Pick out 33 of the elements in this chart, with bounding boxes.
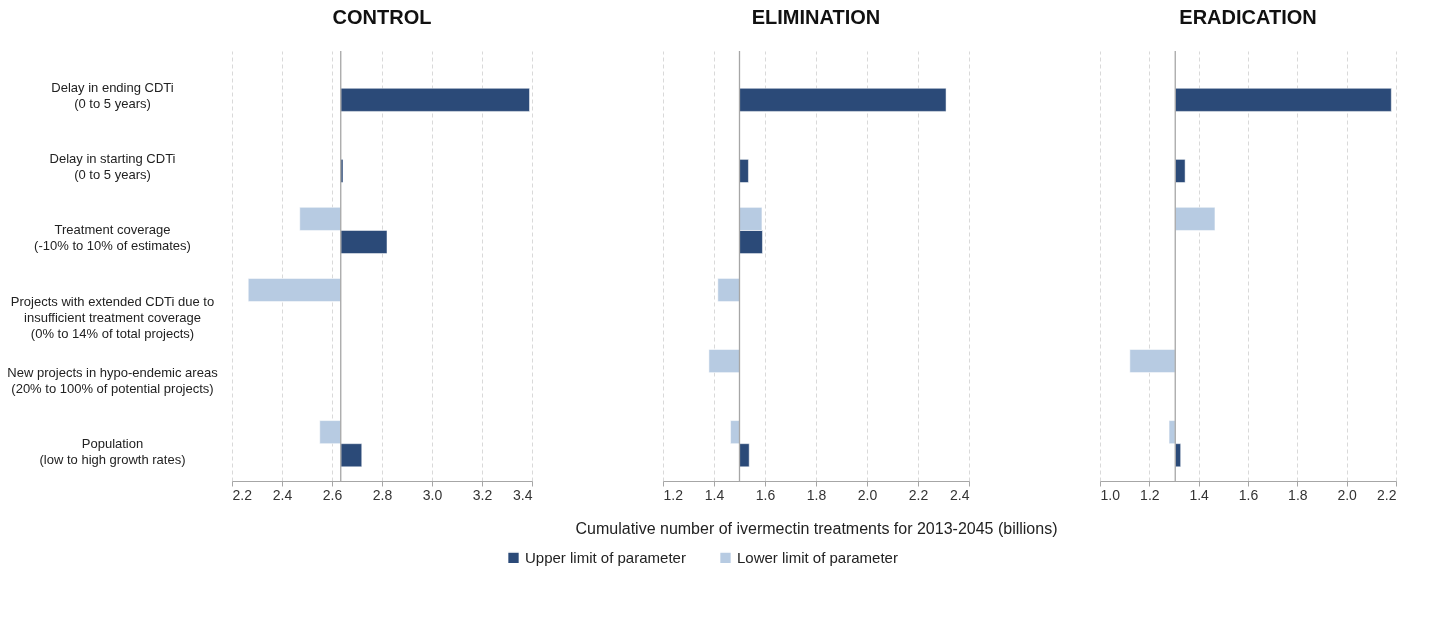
y-tick-label: New projects in hypo-endemic areas (20% to 100% of potential projects): [7, 364, 219, 396]
chart-title: CONTROL: [332, 6, 432, 29]
y-tick-label: Projects with extended CDTi due to insufficient treatment coverage (0% to 14% of total projects): [10, 293, 215, 341]
chart-title: ELIMINATION: [751, 6, 881, 29]
x-tick-label: 3.4: [513, 486, 533, 503]
x-tick-label: 1.0: [1100, 486, 1121, 503]
legend-label: Lower limit of parameter: [737, 548, 898, 566]
legend-label: Upper limit of parameter: [525, 548, 686, 566]
x-tick-label: 2.4: [272, 486, 293, 503]
x-tick-label: 2.8: [372, 486, 393, 503]
x-tick-label: 2.0: [1337, 486, 1358, 503]
x-tick-label: 2.6: [322, 486, 343, 503]
y-tick-label: Population (low to high growth rates): [39, 435, 186, 467]
x-axis-title: Cumulative number of ivermectin treatments for 2013-2045 (billions): [575, 519, 1058, 537]
x-tick-label: 2.0: [857, 486, 878, 503]
y-tick-label: Delay in starting CDTi (0 to 5 years): [49, 151, 176, 183]
x-tick-label: 2.2: [232, 486, 253, 503]
y-tick-label: Treatment coverage (-10% to 10% of estimates): [34, 222, 191, 254]
x-tick-label: 1.8: [806, 486, 827, 503]
chart-title: ERADICATION: [1179, 6, 1317, 29]
x-tick-label: 1.4: [704, 486, 725, 503]
x-tick-label: 3.2: [472, 486, 493, 503]
x-tick-label: 1.4: [1189, 486, 1210, 503]
x-tick-label: 1.6: [755, 486, 776, 503]
x-tick-label: 2.4: [950, 486, 970, 503]
x-tick-label: 2.2: [1377, 486, 1397, 503]
x-tick-label: 2.2: [908, 486, 929, 503]
y-tick-label: Delay in ending CDTi (0 to 5 years): [51, 80, 174, 112]
x-tick-label: 3.0: [422, 486, 443, 503]
x-tick-label: 1.8: [1288, 486, 1308, 503]
x-tick-label: 1.6: [1238, 486, 1259, 503]
x-tick-label: 1.2: [663, 486, 684, 503]
x-tick-label: 1.2: [1140, 486, 1160, 503]
